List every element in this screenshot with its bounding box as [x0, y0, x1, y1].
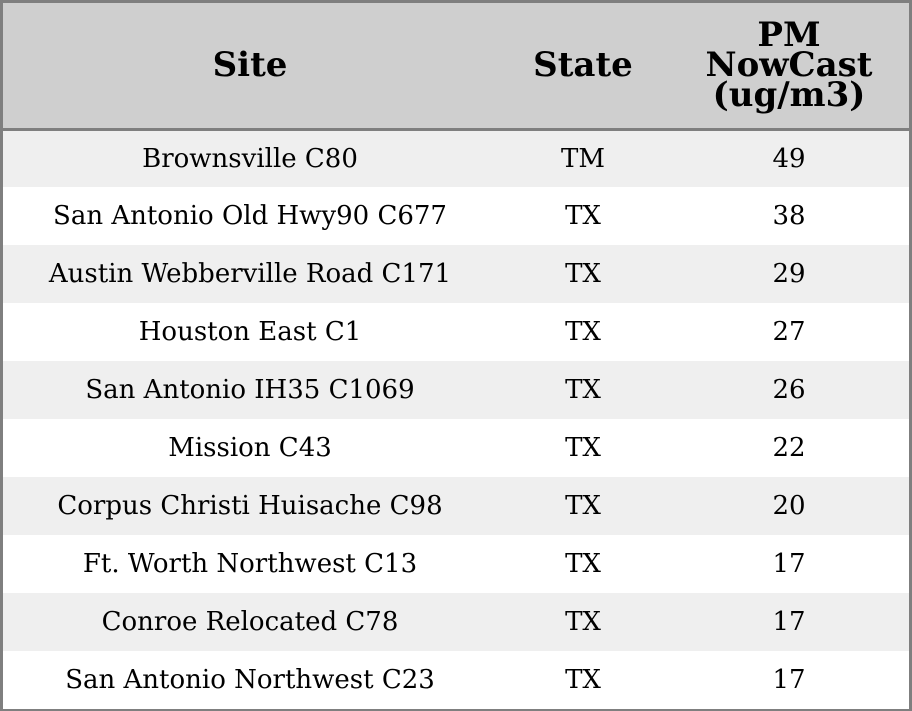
table-header: Site State PM NowCast (ug/m3) — [3, 3, 909, 131]
cell-site: San Antonio Old Hwy90 C677 — [53, 201, 447, 231]
cell-state: TX — [565, 665, 601, 695]
cell-site: Mission C43 — [168, 433, 332, 463]
table-row: San Antonio Northwest C23 TX 17 — [3, 651, 909, 709]
cell-pm: 17 — [772, 549, 806, 579]
table-row: Houston East C1 TX 27 — [3, 303, 909, 361]
table-body: Brownsville C80 TM 49 San Antonio Old Hw… — [3, 129, 909, 709]
header-pm-line-2: NowCast — [705, 45, 873, 86]
cell-pm: 26 — [772, 375, 806, 405]
cell-state: TX — [565, 433, 601, 463]
table-row: Corpus Christi Huisache C98 TX 20 — [3, 477, 909, 535]
header-pm-nowcast: PM NowCast (ug/m3) — [669, 3, 909, 131]
cell-site: San Antonio IH35 C1069 — [85, 375, 415, 405]
header-row: Site State PM NowCast (ug/m3) — [3, 3, 909, 131]
header-state: State — [497, 3, 669, 131]
header-pm-line-3: (ug/m3) — [712, 75, 866, 116]
cell-state: TX — [565, 259, 601, 289]
header-site: Site — [3, 3, 497, 131]
cell-site: Corpus Christi Huisache C98 — [57, 491, 443, 521]
cell-pm: 22 — [772, 433, 806, 463]
cell-pm: 29 — [772, 259, 806, 289]
cell-pm: 49 — [772, 143, 806, 174]
cell-state: TX — [565, 607, 601, 637]
header-pm-line-1: PM — [757, 15, 821, 56]
table-row: Conroe Relocated C78 TX 17 — [3, 593, 909, 651]
table-row: San Antonio Old Hwy90 C677 TX 38 — [3, 187, 909, 245]
cell-site: Brownsville C80 — [142, 143, 358, 174]
table-row: Brownsville C80 TM 49 — [3, 129, 909, 187]
table-row: Mission C43 TX 22 — [3, 419, 909, 477]
table-row: San Antonio IH35 C1069 TX 26 — [3, 361, 909, 419]
cell-site: Conroe Relocated C78 — [101, 607, 399, 637]
cell-state: TX — [565, 375, 601, 405]
cell-pm: 27 — [772, 317, 806, 347]
cell-site: Ft. Worth Northwest C13 — [82, 549, 418, 579]
cell-state: TX — [565, 317, 601, 347]
table-row: Austin Webberville Road C171 TX 29 — [3, 245, 909, 303]
cell-state: TX — [565, 491, 601, 521]
pm-nowcast-table: Site State PM NowCast (ug/m3) Brownsvill… — [3, 3, 909, 709]
cell-state: TM — [561, 143, 605, 174]
cell-state: TX — [565, 549, 601, 579]
cell-site: Houston East C1 — [138, 317, 362, 347]
cell-pm: 38 — [772, 201, 806, 231]
cell-state: TX — [565, 201, 601, 231]
table-row: Ft. Worth Northwest C13 TX 17 — [3, 535, 909, 593]
cell-pm: 17 — [772, 607, 806, 637]
cell-site: San Antonio Northwest C23 — [65, 665, 435, 695]
cell-site: Austin Webberville Road C171 — [48, 259, 452, 289]
cell-pm: 17 — [772, 665, 806, 695]
cell-pm: 20 — [772, 491, 806, 521]
